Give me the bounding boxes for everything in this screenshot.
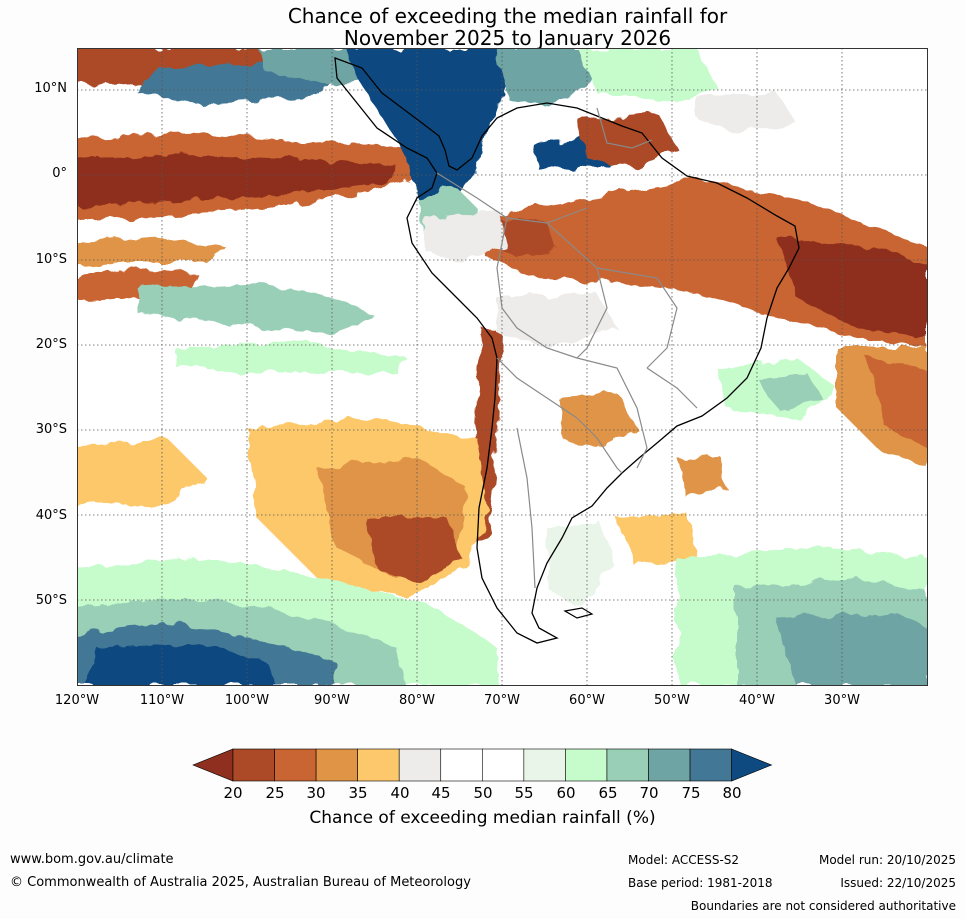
lon-label-30w: 30°W (824, 693, 860, 708)
colorbar-extend-low (192, 748, 234, 782)
colorbar-tick-label: 50 (473, 784, 493, 802)
lon-label-110w: 110°W (139, 693, 185, 708)
colorbar-tick-label: 80 (722, 784, 742, 802)
graticule (77, 48, 928, 686)
colorbar-cell (689, 748, 732, 782)
colorbar-cell (481, 748, 525, 782)
lat-label-10n: 10°N (34, 81, 67, 96)
footer-issued-date: Issued: 22/10/2025 (840, 876, 956, 890)
colorbar-tick-label: 65 (598, 784, 618, 802)
lon-label-100w: 100°W (224, 693, 270, 708)
colorbar-cell (398, 748, 442, 782)
colorbar-tick-label: 20 (223, 784, 243, 802)
map-title-line-1: Chance of exceeding the median rainfall … (287, 4, 728, 28)
colorbar-cell (648, 748, 691, 782)
lon-label-120w: 120°W (54, 693, 100, 708)
lat-label-40s: 40°S (35, 508, 67, 523)
map-title-line-2: November 2025 to January 2026 (343, 26, 672, 50)
footer-url[interactable]: www.bom.gov.au/climate (10, 852, 174, 867)
colorbar-cell (440, 748, 483, 782)
colorbar-cell (232, 748, 275, 782)
lat-label-10s: 10°S (35, 252, 67, 267)
colorbar-cell (523, 748, 566, 782)
footer-model-run: Model run: 20/10/2025 (818, 853, 956, 867)
lon-label-80w: 80°W (399, 693, 435, 708)
lon-label-40w: 40°W (739, 693, 775, 708)
colorbar-cell (606, 748, 649, 782)
colorbar-cell (357, 748, 400, 782)
lat-label-20s: 20°S (35, 337, 67, 352)
lon-label-60w: 60°W (569, 693, 605, 708)
lon-label-70w: 70°W (484, 693, 520, 708)
lat-label-0: 0° (52, 166, 67, 181)
colorbar-tick-label: 75 (681, 784, 701, 802)
falkland-islands (563, 607, 594, 619)
rainfall-map (77, 48, 928, 686)
south-america-coastline (334, 57, 800, 644)
colorbar-tick-label: 35 (348, 784, 368, 802)
lat-label-30s: 30°S (35, 422, 67, 437)
country-borders (436, 107, 698, 589)
colorbar-tick-label: 40 (390, 784, 410, 802)
footer-copyright: © Commonwealth of Australia 2025, Austra… (10, 875, 471, 890)
footer-base-period: Base period: 1981-2018 (628, 876, 773, 890)
colorbar-tick-label: 25 (265, 784, 285, 802)
colorbar-cell (315, 748, 358, 782)
lon-label-50w: 50°W (654, 693, 690, 708)
footer-disclaimer: Boundaries are not considered authoritat… (690, 899, 956, 913)
colorbar-tick-label: 55 (514, 784, 534, 802)
lon-label-90w: 90°W (314, 693, 350, 708)
colorbar-cell (274, 748, 317, 782)
colorbar-tick-label: 45 (431, 784, 451, 802)
footer-model: Model: ACCESS-S2 (628, 853, 740, 867)
colorbar (192, 748, 773, 782)
colorbar-title: Chance of exceeding median rainfall (%) (309, 808, 656, 828)
colorbar-extend-high (731, 748, 773, 782)
colorbar-tick-label: 70 (639, 784, 659, 802)
lat-label-50s: 50°S (35, 593, 67, 608)
colorbar-tick-label: 60 (556, 784, 576, 802)
colorbar-cell (565, 748, 608, 782)
colorbar-tick-label: 30 (306, 784, 326, 802)
